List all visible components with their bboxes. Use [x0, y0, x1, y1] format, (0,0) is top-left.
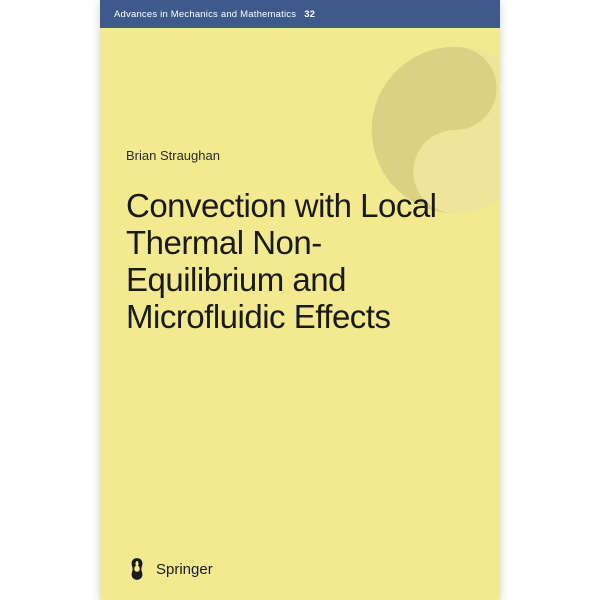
- author-name: Brian Straughan: [126, 148, 220, 163]
- book-cover: Advances in Mechanics and Mathematics 32…: [100, 0, 500, 600]
- series-volume: 32: [304, 9, 315, 20]
- springer-horse-icon: [126, 556, 148, 582]
- series-header: Advances in Mechanics and Mathematics 32: [100, 0, 500, 28]
- publisher-name: Springer: [156, 561, 213, 578]
- book-title: Convection with Local Thermal Non-Equili…: [126, 188, 470, 336]
- series-name: Advances in Mechanics and Mathematics: [114, 9, 296, 20]
- publisher-block: Springer: [126, 556, 213, 582]
